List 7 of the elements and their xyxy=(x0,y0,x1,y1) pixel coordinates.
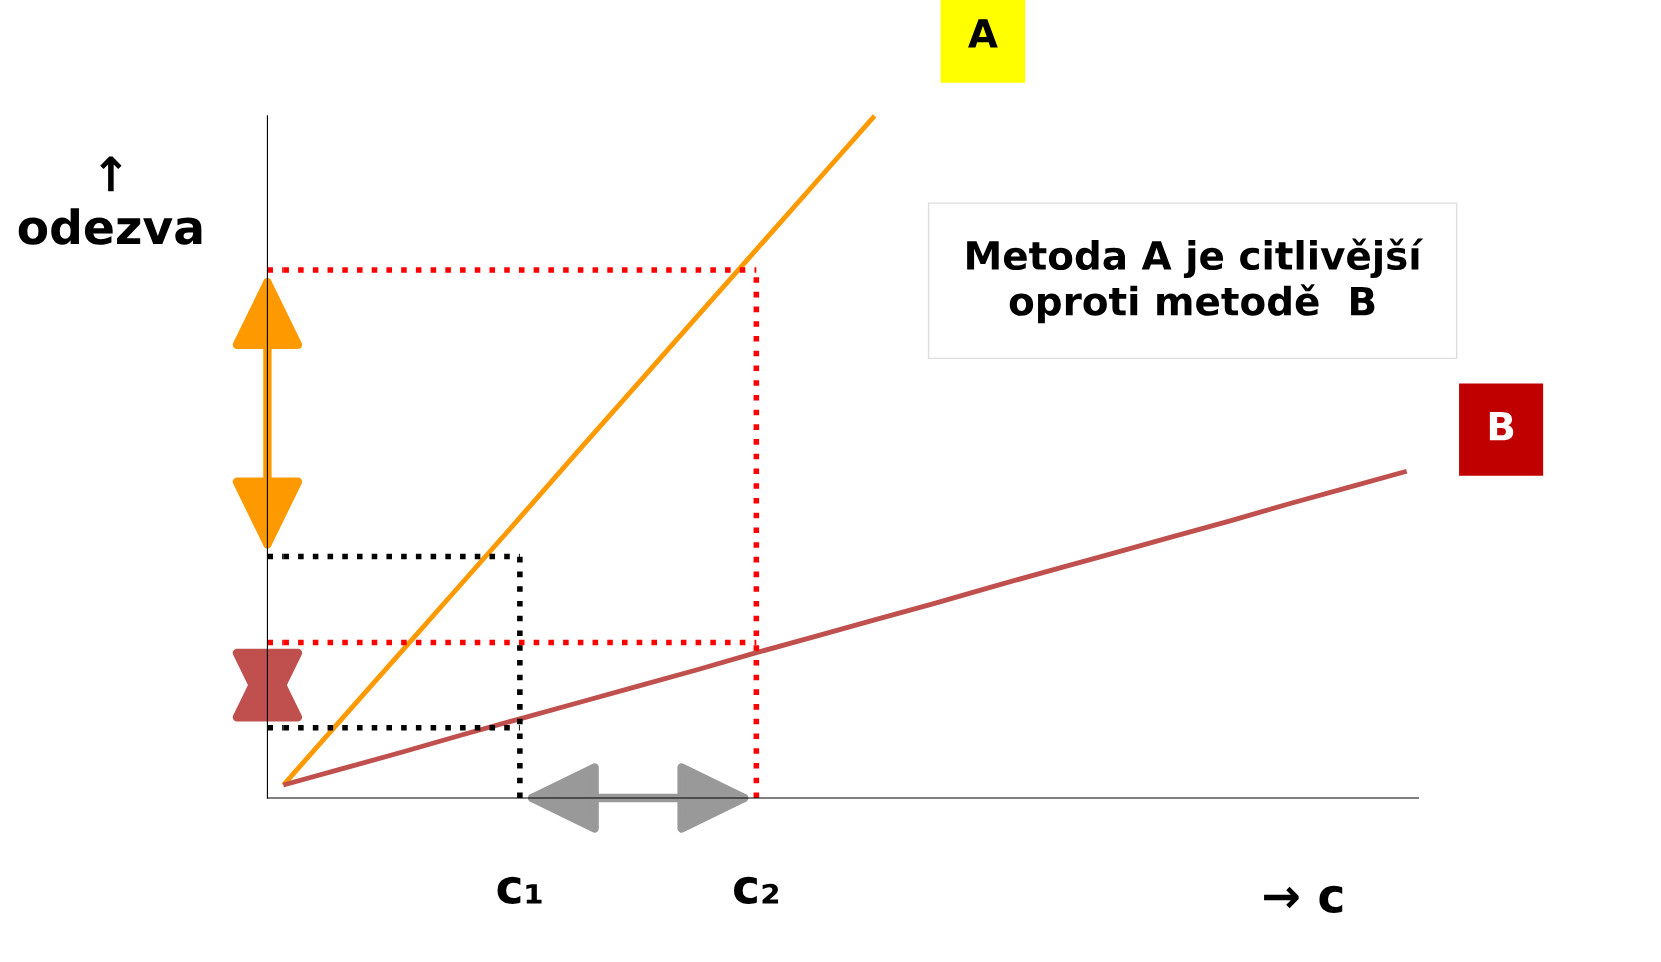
text: B xyxy=(1489,411,1514,441)
x-axis-title: → c xyxy=(1264,885,1343,913)
x-tick-label: c₂ xyxy=(734,876,779,904)
annotation: Metoda A je citlivější oproti metodě B xyxy=(967,238,1424,324)
text: A xyxy=(968,19,998,48)
y-axis-title: ↑ odezva xyxy=(18,156,202,245)
x-tick-label: c₁ xyxy=(497,876,542,904)
